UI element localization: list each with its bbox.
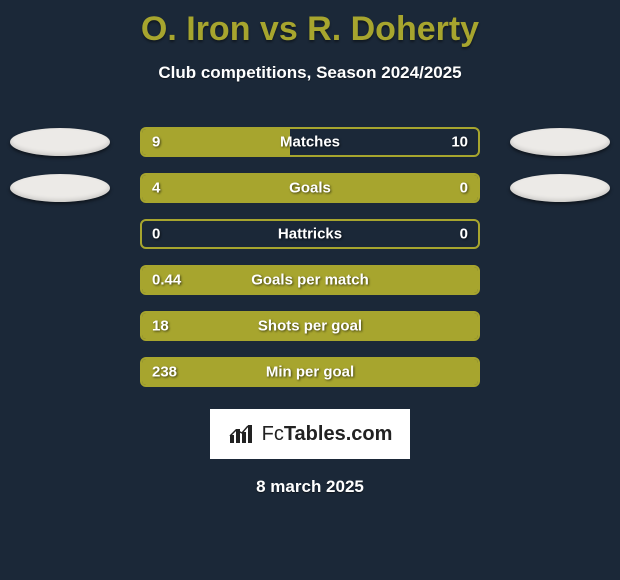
stat-bar-track: 238 Min per goal	[140, 357, 480, 387]
stat-value-right: 0	[460, 180, 468, 197]
stat-bar-track: 18 Shots per goal	[140, 311, 480, 341]
stat-bar-left-fill	[142, 175, 404, 201]
stat-row: 238 Min per goal	[0, 357, 620, 387]
stat-row: 18 Shots per goal	[0, 311, 620, 341]
stat-label: Shots per goal	[258, 318, 362, 335]
stat-bar-left-fill	[142, 129, 290, 155]
stat-bar-track: 0.44 Goals per match	[140, 265, 480, 295]
stat-value-left: 4	[152, 180, 160, 197]
date-label: 8 march 2025	[0, 477, 620, 497]
stat-bar-track: 4 0 Goals	[140, 173, 480, 203]
stat-value-left: 0	[152, 226, 160, 243]
stat-value-right: 10	[451, 134, 468, 151]
stat-row: 0.44 Goals per match	[0, 265, 620, 295]
stat-value-right: 0	[460, 226, 468, 243]
stat-value-left: 238	[152, 364, 177, 381]
bar-chart-icon	[228, 423, 256, 445]
stat-value-left: 0.44	[152, 272, 181, 289]
team-badge-right	[510, 128, 610, 156]
stat-bar-track: 9 10 Matches	[140, 127, 480, 157]
team-badge-left	[10, 174, 110, 202]
stat-row: 0 0 Hattricks	[0, 219, 620, 249]
logo-text-light: FcTables.com	[262, 423, 393, 446]
stats-container: 9 10 Matches 4 0 Goals 0 0 Hattricks 0.44 Goals pe…	[0, 127, 620, 387]
stat-value-left: 9	[152, 134, 160, 151]
stat-label: Goals per match	[251, 272, 369, 289]
stat-label: Hattricks	[278, 226, 342, 243]
stat-label: Min per goal	[266, 364, 354, 381]
page-title: O. Iron vs R. Doherty	[0, 0, 620, 49]
stat-label: Matches	[280, 134, 340, 151]
stat-value-left: 18	[152, 318, 169, 335]
team-badge-right	[510, 174, 610, 202]
stat-row: 4 0 Goals	[0, 173, 620, 203]
logo-box: FcTables.com	[210, 409, 410, 459]
subtitle: Club competitions, Season 2024/2025	[0, 63, 620, 83]
stat-bar-track: 0 0 Hattricks	[140, 219, 480, 249]
stat-label: Goals	[289, 180, 331, 197]
stat-row: 9 10 Matches	[0, 127, 620, 157]
team-badge-left	[10, 128, 110, 156]
